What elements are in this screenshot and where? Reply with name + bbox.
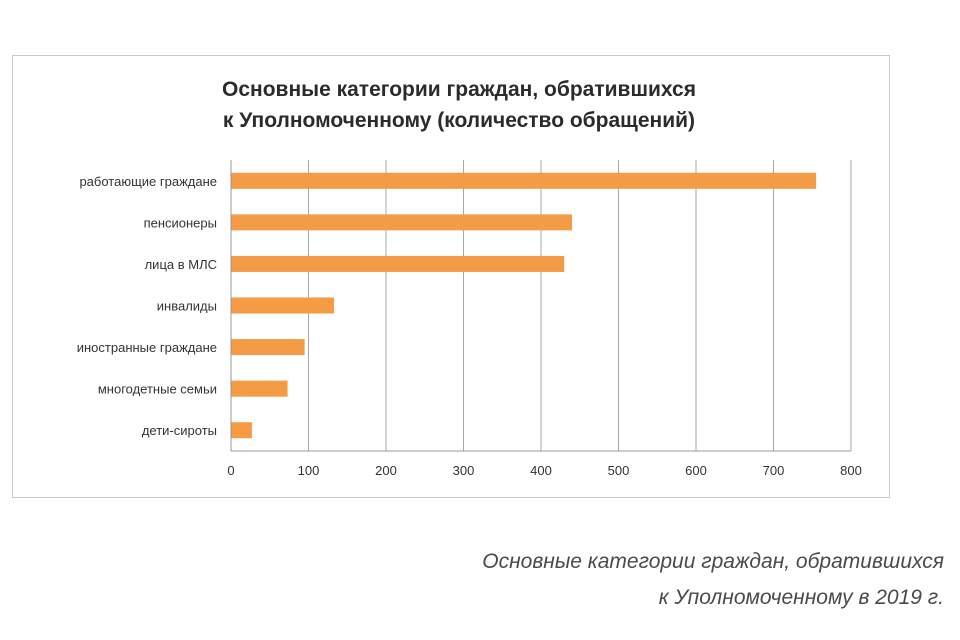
category-label: дети-сироты: [142, 423, 217, 438]
bar-chart: работающие граждане пенсионеры лица в МЛС и…: [77, 78, 862, 478]
bar: [231, 297, 335, 314]
bar: [231, 172, 817, 189]
gridlines: [308, 160, 852, 451]
category-label: иностранные граждане: [77, 340, 217, 355]
x-tick-label: 400: [530, 463, 552, 478]
caption-line-2: к Уполномоченному в 2019 г.: [658, 586, 944, 609]
tick-labels: 0 100 200 300 400 500 600 700 800: [227, 463, 861, 478]
x-tick-label: 800: [840, 463, 862, 478]
category-label: лица в МЛС: [145, 257, 217, 272]
chart-frame: работающие граждане пенсионеры лица в МЛС и…: [12, 55, 890, 498]
x-tick-label: 500: [608, 463, 630, 478]
chart-title-line-1: Основные категории граждан, обратившихся: [222, 78, 696, 101]
bar: [231, 339, 305, 356]
category-label: инвалиды: [157, 299, 217, 314]
category-label: многодетные семьи: [98, 382, 217, 397]
bars: [231, 172, 817, 439]
category-labels: работающие граждане пенсионеры лица в МЛС и…: [77, 174, 217, 438]
bar: [231, 380, 288, 397]
x-tick-label: 0: [227, 463, 234, 478]
x-tick-label: 600: [685, 463, 707, 478]
category-label: пенсионеры: [144, 215, 217, 230]
bar: [231, 214, 572, 231]
category-label: работающие граждане: [79, 174, 217, 189]
caption-line-1: Основные категории граждан, обратившихся: [482, 550, 944, 573]
x-tick-label: 300: [453, 463, 475, 478]
chart-title-line-2: к Уполномоченному (количество обращений): [223, 109, 695, 132]
x-tick-label: 700: [763, 463, 785, 478]
figure-caption: Основные категории граждан, обратившихся…: [482, 544, 944, 616]
x-tick-label: 100: [298, 463, 320, 478]
bar: [231, 422, 252, 439]
bar: [231, 255, 565, 272]
x-tick-label: 200: [375, 463, 397, 478]
